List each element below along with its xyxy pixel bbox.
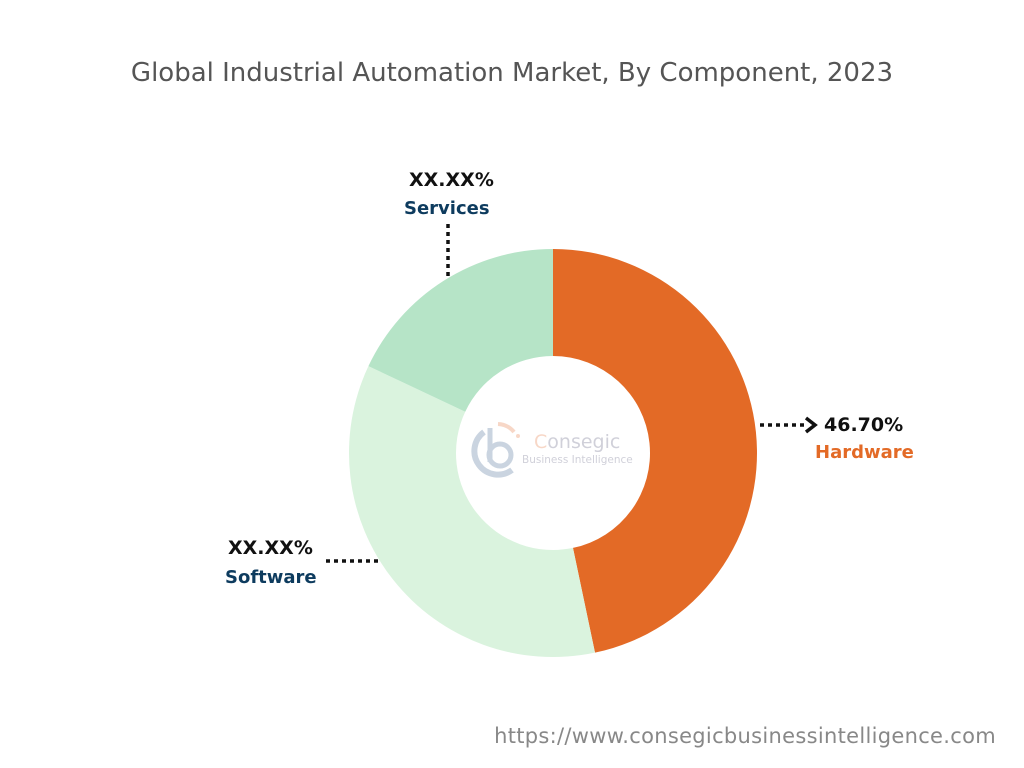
watermark-logo: Consegic Business Intelligence [471,422,633,478]
chart-title: Global Industrial Automation Market, By … [130,58,894,88]
software-value-label: XX.XX% [228,537,313,559]
svg-text:Consegic: Consegic [534,431,620,453]
watermark-tagline: Business Intelligence [522,454,633,466]
slice-services [368,249,553,412]
hardware-category-label: Hardware [815,442,914,463]
software-category-label: Software [225,567,317,588]
slice-software [349,366,595,657]
slice-hardware [553,249,757,653]
source-url: https://www.consegicbusinessintelligence… [494,724,996,748]
services-category-label: Services [404,198,490,219]
arrow-icon [804,416,818,434]
watermark-brand: onsegic [547,431,620,453]
hardware-value-label: 46.70% [824,414,903,436]
services-value-label: XX.XX% [409,169,494,191]
